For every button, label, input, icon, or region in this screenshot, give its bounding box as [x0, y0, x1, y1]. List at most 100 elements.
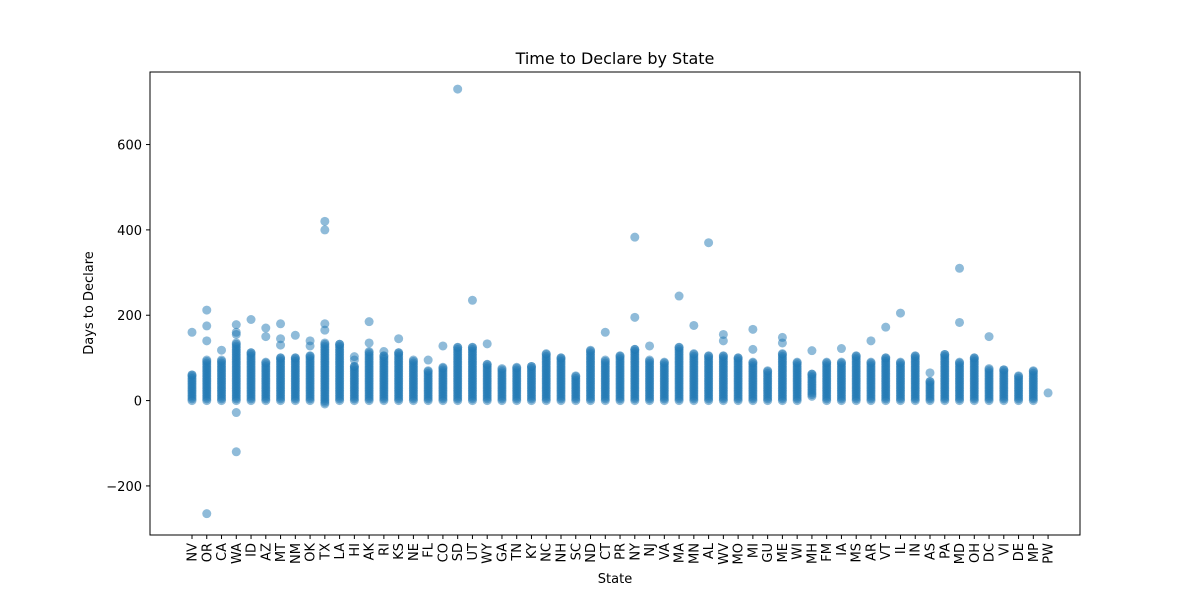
data-point [881, 353, 891, 363]
x-tick-label: OH [968, 543, 983, 563]
x-tick-label: NE [407, 543, 422, 561]
data-point [615, 351, 625, 361]
data-point [689, 349, 699, 359]
data-point [202, 305, 212, 315]
data-point [777, 349, 787, 359]
data-point [910, 351, 920, 361]
data-point [571, 371, 581, 381]
data-point [364, 338, 374, 348]
data-point [453, 342, 463, 352]
data-point [290, 353, 300, 363]
data-point [320, 319, 330, 329]
data-point [231, 447, 241, 457]
data-point [600, 327, 610, 337]
data-point [630, 232, 640, 242]
x-tick-label: CO [436, 543, 451, 562]
x-tick-label: OR [200, 543, 215, 562]
data-point [423, 366, 433, 376]
data-point [763, 366, 773, 376]
data-point [497, 364, 507, 374]
data-point [187, 327, 197, 337]
data-point [379, 347, 389, 357]
data-point [364, 347, 374, 357]
data-point [895, 308, 905, 318]
x-tick-label: FL [422, 542, 437, 557]
x-tick-label: OK [304, 543, 319, 562]
x-tick-label: VT [879, 543, 894, 560]
data-point [202, 336, 212, 346]
data-point [202, 355, 212, 365]
data-point [674, 342, 684, 352]
data-point [851, 351, 861, 361]
x-tick-label: WA [230, 543, 245, 564]
x-tick-label: CA [215, 543, 230, 561]
x-tick-label: SD [451, 543, 466, 561]
data-point [866, 336, 876, 346]
x-tick-label: HI [348, 543, 363, 557]
x-tick-label: MD [953, 543, 968, 564]
data-point [217, 355, 227, 365]
data-point [423, 355, 433, 365]
x-axis-label: State [598, 572, 632, 587]
x-tick-label: DE [1012, 543, 1027, 561]
x-tick-label: IN [909, 543, 924, 557]
x-tick-label: LA [333, 543, 348, 560]
data-point [320, 325, 330, 335]
x-tick-label: MN [687, 543, 702, 564]
x-tick-label: MP [1027, 543, 1042, 562]
data-point [807, 346, 817, 356]
data-point [925, 368, 935, 378]
data-point [630, 344, 640, 354]
data-point [231, 320, 241, 330]
data-point [320, 225, 330, 235]
data-point [1043, 388, 1053, 398]
x-tick-label: NH [555, 543, 570, 563]
data-point [408, 355, 418, 365]
data-point [999, 365, 1009, 375]
data-point [202, 509, 212, 519]
data-point [586, 345, 596, 355]
data-point [453, 84, 463, 94]
data-point [364, 317, 374, 327]
data-point [261, 332, 271, 342]
x-tick-label: WV [717, 543, 732, 565]
x-tick-label: NJ [643, 543, 658, 557]
data-point [955, 357, 965, 367]
data-point [438, 341, 448, 351]
data-point [600, 355, 610, 365]
x-tick-label: ND [584, 543, 599, 563]
x-tick-label: NV [186, 543, 201, 562]
x-tick-label: WI [791, 543, 806, 560]
y-tick-label: 200 [117, 309, 142, 324]
x-tick-label: KY [525, 543, 540, 559]
data-point [630, 312, 640, 322]
x-tick-label: GU [761, 543, 776, 563]
y-tick-label: −200 [106, 480, 142, 495]
data-point [866, 357, 876, 367]
data-point [305, 351, 315, 361]
data-point [718, 336, 728, 346]
data-point [217, 345, 227, 355]
x-tick-label: WY [481, 543, 496, 564]
data-point [187, 370, 197, 380]
data-point [955, 317, 965, 327]
data-point [512, 362, 522, 372]
data-point [246, 348, 256, 358]
data-point [1014, 371, 1024, 381]
x-tick-label: NY [628, 543, 643, 561]
x-tick-label: NC [540, 543, 555, 562]
data-point [748, 357, 758, 367]
x-tick-label: MO [732, 543, 747, 564]
data-point [748, 344, 758, 354]
data-point [955, 263, 965, 273]
data-point [276, 319, 286, 329]
data-point [704, 351, 714, 361]
data-point [320, 338, 330, 348]
data-point [467, 295, 477, 305]
x-tick-label: UT [466, 543, 481, 561]
x-tick-label: ME [776, 543, 791, 562]
data-point [556, 353, 566, 363]
plot-frame [149, 71, 1081, 536]
data-point [276, 334, 286, 344]
